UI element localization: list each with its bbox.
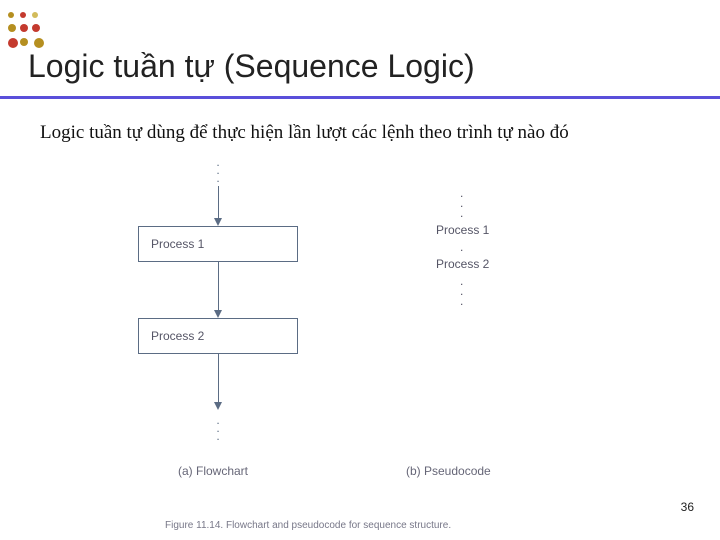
flowchart-caption: (a) Flowchart [178,464,248,478]
flowchart-process-2-label: Process 2 [151,329,204,343]
subtitle-text: Logic tuần tự dùng để thực hiện lần lượt… [40,122,569,144]
flowchart-arrow-2-line [218,262,219,310]
pseudocode-line: . [400,276,580,286]
figure-caption: Figure 11.14. Flowchart and pseudocode f… [165,520,451,531]
pseudocode-line: . [400,296,580,306]
decor-dot [8,24,16,32]
page-title: Logic tuần tự (Sequence Logic) [28,48,475,85]
flowchart-arrow-3-head [214,402,222,410]
flowchart-process-1: Process 1 [138,226,298,262]
decor-dot [32,12,38,18]
decor-dot [20,24,28,32]
flowchart-arrow-3-line [218,354,219,402]
flowchart-arrow-1-head [214,218,222,226]
decor-dot [20,12,26,18]
diagram-area: ... Process 1 Process 2 ... (a) Flowchar… [0,158,720,498]
decor-dot [20,38,28,46]
flowchart-arrow-2-head [214,310,222,318]
flowchart-arrow-1-line [218,186,219,218]
flowchart-ellipsis-top: ... [216,158,220,182]
title-underline [0,96,720,99]
pseudocode-line: . [400,198,580,208]
page-number: 36 [681,500,694,514]
pseudocode-line: Process 2 [400,252,580,276]
pseudocode-line: Process 1 [400,218,580,242]
decor-dot [32,24,40,32]
decor-dot [34,38,44,48]
pseudocode-line: . [400,242,580,252]
flowchart-process-1-label: Process 1 [151,237,204,251]
pseudocode-line: . [400,286,580,296]
pseudocode-line: . [400,188,580,198]
flowchart-ellipsis-bottom: ... [216,416,220,440]
pseudocode-panel: ...Process 1.Process 2... [400,188,580,306]
decor-dot [8,38,18,48]
flowchart-process-2: Process 2 [138,318,298,354]
pseudocode-line: . [400,208,580,218]
decor-dot [8,12,14,18]
pseudocode-caption: (b) Pseudocode [406,464,491,478]
